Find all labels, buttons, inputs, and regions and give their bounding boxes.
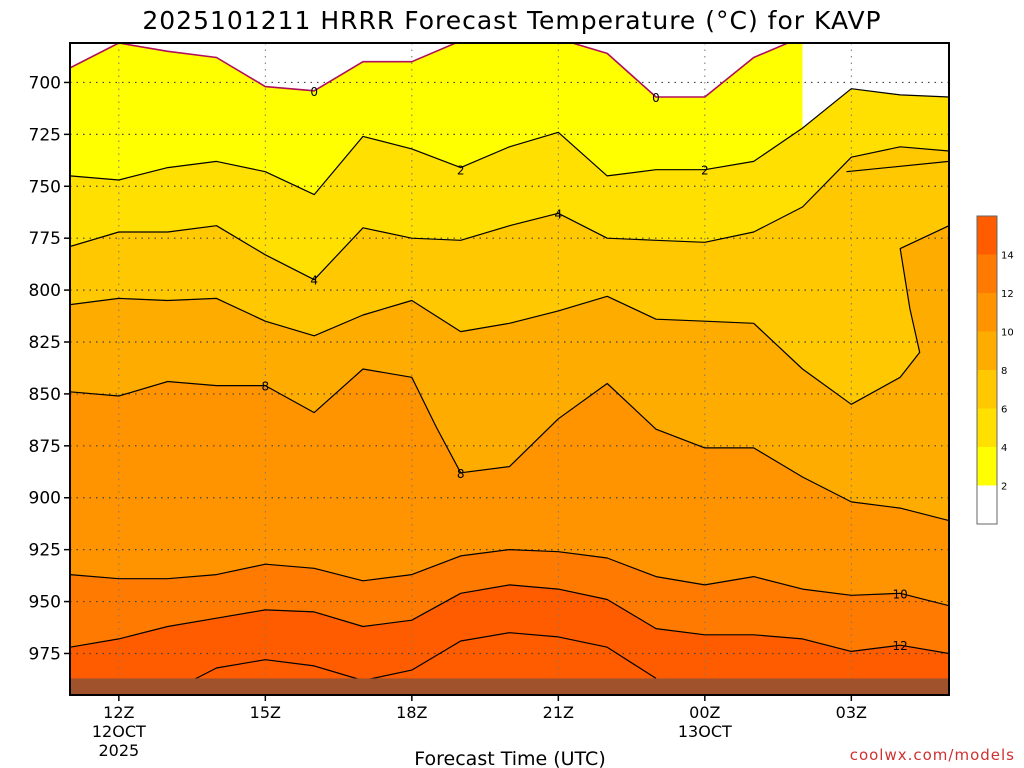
contour-label-2-0: 2: [457, 164, 465, 178]
colorbar-segment-6: [977, 370, 997, 409]
colorbar-segment-10: [977, 293, 997, 332]
contour-label-2-1: 2: [701, 164, 709, 178]
colorbar-label-14: 14: [1001, 251, 1014, 262]
colorbar-segment-14: [977, 216, 997, 255]
surface-layer: [70, 678, 949, 695]
colorbar-label-8: 8: [1001, 366, 1007, 377]
x-tick-label-18Z: 18Z: [396, 703, 427, 722]
contour-label-8-0: 8: [262, 380, 270, 394]
x-tick-label-12Z: 12Z: [103, 703, 134, 722]
x-tick-label-00Z: 00Z: [689, 703, 720, 722]
contour-line-8-5: [70, 368, 949, 522]
x-tick-label-21Z: 21Z: [543, 703, 574, 722]
y-axis: 700 725 750 775 800 825 850 875 900 925 950 975: [29, 73, 70, 664]
x-tick-date-12Z: 12OCT: [92, 722, 146, 741]
y-tick-label-975: 975: [29, 644, 61, 664]
contour-label-8-1: 8: [457, 467, 465, 481]
colorbar-label-10: 10: [1001, 328, 1014, 339]
x-tick-label-15Z: 15Z: [250, 703, 281, 722]
x-tick-label-03Z: 03Z: [836, 703, 867, 722]
colorbar-segment-2: [977, 447, 997, 486]
contour-label-4-0: 4: [310, 274, 318, 288]
y-tick-label-825: 825: [29, 333, 61, 353]
contour-line-10-6: [70, 549, 949, 607]
contour-line-0-0: [70, 43, 790, 98]
contour-line-2-1: [70, 88, 949, 196]
y-tick-label-700: 700: [29, 73, 61, 93]
contour-label-12-0: 12: [893, 639, 908, 653]
x-tick-year-12Z: 2025: [98, 741, 139, 760]
contour-label-10-0: 10: [893, 587, 908, 601]
chart-title: 2025101211 HRRR Forecast Temperature (°C…: [142, 6, 881, 35]
colorbar-label-2: 2: [1001, 482, 1007, 493]
x-tick-date-00Z: 13OCT: [678, 722, 732, 741]
contour-line-4-3: [70, 146, 949, 281]
contour-line-6-4: [70, 225, 949, 405]
contour-label-0-0: 0: [310, 85, 318, 99]
contour-labels: 0 0 2 2 4 4 8 8 10 12: [262, 85, 908, 653]
contour-lines: [70, 43, 949, 682]
y-tick-label-750: 750: [29, 177, 61, 197]
credit-text: coolwx.com/models: [850, 746, 1015, 764]
below-ground: [70, 678, 949, 695]
x-axis-label: Forecast Time (UTC): [414, 748, 605, 768]
y-tick-label-900: 900: [29, 489, 61, 509]
colorbar-segment-4: [977, 408, 997, 447]
y-tick-label-800: 800: [29, 281, 61, 301]
colorbar-label-6: 6: [1001, 405, 1007, 416]
temperature-fill-layer: [70, 43, 949, 695]
colorbar-frame: [976, 215, 998, 525]
colorbar-segment-8: [977, 331, 997, 370]
colorbar-segment-0: [977, 485, 997, 524]
colorbar-segment-12: [977, 254, 997, 293]
contour-label-4-1: 4: [555, 207, 563, 221]
contour-line-2-2: [846, 160, 949, 173]
colorbar: 2 4 6 8 10 12 14: [976, 215, 1014, 525]
y-tick-label-850: 850: [29, 385, 61, 405]
gridlines: [70, 43, 949, 695]
y-tick-label-925: 925: [29, 541, 61, 561]
y-tick-label-775: 775: [29, 229, 61, 249]
contour-line-12-7: [70, 584, 949, 655]
colorbar-label-4: 4: [1001, 443, 1007, 454]
y-tick-label-950: 950: [29, 593, 61, 613]
y-tick-label-875: 875: [29, 437, 61, 457]
y-tick-label-725: 725: [29, 125, 61, 145]
colorbar-label-12: 12: [1001, 289, 1014, 300]
contour-line-14-8: [191, 632, 657, 682]
plot-frame: [69, 42, 950, 696]
contour-label-0-1: 0: [652, 91, 660, 105]
